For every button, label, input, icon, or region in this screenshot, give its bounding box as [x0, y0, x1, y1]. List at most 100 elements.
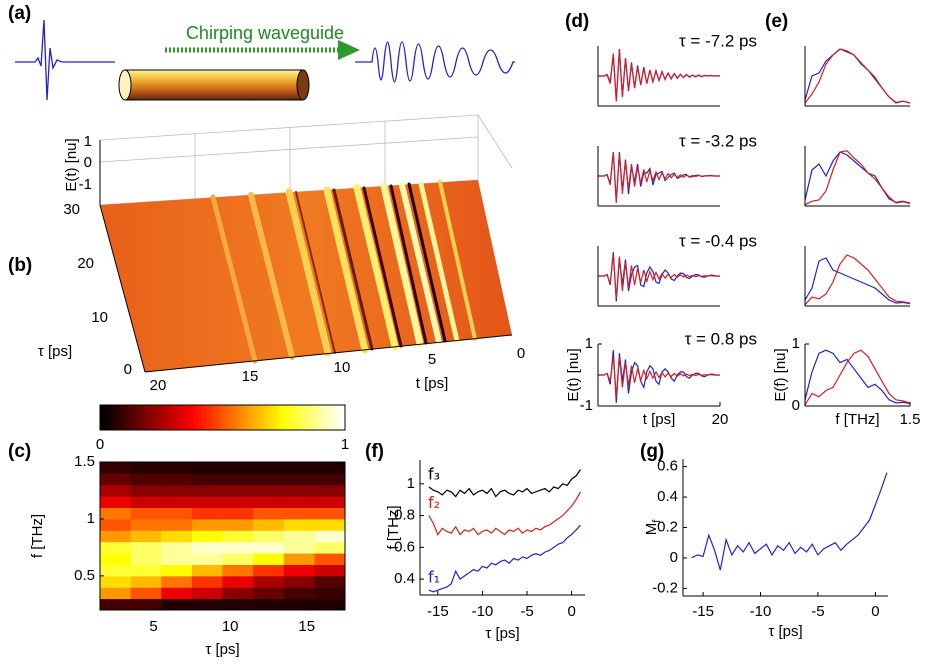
heat-cell: [100, 518, 132, 531]
heat-cell: [222, 530, 254, 543]
colorbar-step: [263, 405, 268, 430]
colorbar-step: [234, 405, 240, 430]
panel-label: (e): [765, 11, 788, 32]
heat-cell: [191, 518, 223, 531]
heat-cell: [283, 507, 315, 520]
heat-cell: [314, 587, 346, 600]
colorbar-step: [340, 405, 346, 430]
series-line: [804, 349, 911, 406]
heat-cell: [314, 530, 346, 543]
heat-cell: [253, 462, 285, 474]
colorbar-step: [324, 405, 330, 430]
heat-cell: [161, 473, 193, 486]
heat-cell: [283, 553, 315, 565]
heat-cell: [314, 473, 346, 486]
heat-cell: [253, 496, 285, 509]
tau-tick-label: 30: [63, 201, 80, 218]
heat-cell: [253, 507, 285, 520]
heat-cell: [161, 598, 193, 611]
surface-ridges: [210, 180, 477, 364]
series-line: [691, 472, 888, 571]
colorbar-step: [144, 405, 150, 430]
colorbar-step: [316, 405, 321, 430]
tau-tick-label: 10: [91, 309, 108, 326]
heat-cell: [222, 484, 254, 497]
x-axis-label: t [ps]: [643, 411, 676, 428]
heat-cell: [253, 575, 285, 588]
colorbar-step: [181, 405, 187, 430]
x-tick-label: 15: [298, 618, 315, 635]
heat-cell: [161, 462, 193, 474]
colorbar-step: [104, 405, 109, 430]
heat-cell: [253, 484, 285, 497]
heat-cell: [222, 473, 254, 486]
heat-cell: [161, 484, 193, 497]
y-axis-label: E(f) [nu]: [772, 348, 789, 401]
heat-cell: [222, 541, 254, 554]
heat-cell: [283, 587, 315, 600]
series-line: [428, 491, 582, 536]
heat-cell: [130, 541, 162, 554]
t-tick-label: 0: [517, 345, 525, 362]
heat-cell: [222, 462, 254, 474]
y-tick-label: 0.4: [657, 488, 678, 505]
heat-cell: [222, 564, 254, 577]
colorbar-step: [328, 405, 334, 430]
y-axis-label-main: M: [643, 523, 660, 536]
colorbar-step: [275, 405, 281, 430]
colorbar-step: [287, 405, 293, 430]
heat-cell: [222, 507, 254, 520]
axes-box: [99, 461, 346, 611]
heat-cell: [314, 484, 346, 497]
tau-axis: [99, 204, 146, 373]
colorbar-step: [108, 405, 113, 430]
heat-cell: [314, 518, 346, 531]
tau-tick-label: 0: [124, 361, 132, 378]
colorbar-step: [296, 405, 301, 430]
x-tick-label: 1.5: [900, 411, 921, 428]
heat-cell: [161, 507, 193, 520]
x-tick-label: -10: [472, 603, 494, 620]
series-line: [598, 151, 720, 204]
heat-cell: [130, 530, 162, 543]
x-axis-label: f [THz]: [835, 411, 879, 428]
y-tick-label: 0.2: [657, 518, 678, 535]
colorbar-step: [332, 405, 338, 430]
y-axis-label: E(t) [nu]: [565, 348, 582, 401]
heat-cell: [191, 530, 223, 543]
heat-cell: [283, 598, 315, 611]
panel-label: (g): [640, 441, 664, 462]
heat-cell: [191, 598, 223, 611]
colorbar-step: [189, 405, 195, 430]
series-line: [598, 356, 720, 397]
heat-cell: [130, 564, 162, 577]
heat-cell: [100, 541, 132, 554]
series-line: [804, 257, 911, 305]
series-label: f₂: [428, 493, 440, 512]
y-axis-label: f [THz]: [29, 514, 46, 558]
heat-cell: [191, 462, 223, 474]
chart-title: τ = -0.4 ps: [679, 231, 757, 250]
x-tick-label: -5: [811, 603, 824, 620]
heat-cell: [161, 587, 193, 600]
chart-title: τ = -7.2 ps: [679, 31, 757, 50]
y-axis-label: Mf: [643, 519, 663, 536]
x-tick-label: 5: [149, 618, 157, 635]
x-axis-label: τ [ps]: [205, 641, 239, 658]
heat-cell: [314, 541, 346, 554]
heat-cell: [191, 484, 223, 497]
heat-cell: [130, 484, 162, 497]
x-tick-label: 0: [567, 603, 575, 620]
colorbar-step: [291, 405, 297, 430]
t-tick-label: 5: [428, 351, 436, 368]
colorbar-step: [120, 405, 125, 430]
colorbar-step: [185, 405, 191, 430]
series-line: [804, 151, 911, 204]
heat-cell: [100, 507, 132, 520]
heat-cell: [283, 462, 315, 474]
y-tick-label: 1: [407, 475, 415, 492]
colorbar-step: [149, 405, 154, 430]
colorbar-step: [238, 405, 244, 430]
heat-cell: [161, 553, 193, 565]
heat-cell: [130, 507, 162, 520]
